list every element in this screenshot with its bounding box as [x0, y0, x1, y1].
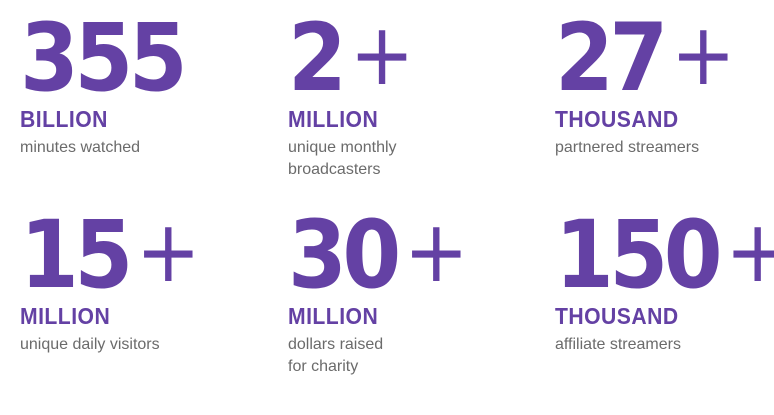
stat-number: 15+ [20, 201, 201, 310]
stat-description: affiliate streamers [555, 336, 681, 353]
stat-description: dollars raised for charity [288, 336, 384, 375]
stat-description: partnered streamers [555, 139, 700, 156]
stat-daily-visitors: 15+ MILLION unique daily visitors [20, 209, 260, 356]
stat-description: unique monthly broadcasters [288, 139, 397, 178]
stat-number: 30+ [288, 201, 469, 310]
stat-unit: THOUSAND [555, 106, 679, 132]
stat-number: 27+ [555, 4, 736, 113]
stat-description: unique daily visitors [20, 336, 160, 353]
plus-sign: + [403, 202, 469, 302]
plus-sign: + [135, 202, 201, 302]
plus-sign: + [670, 5, 736, 105]
stat-charity-dollars: 30+ MILLION dollars raised for charity [288, 209, 528, 378]
plus-sign: + [349, 5, 415, 105]
stat-number: 355 [20, 4, 188, 113]
stat-description: minutes watched [20, 139, 141, 156]
stat-number: 2+ [288, 4, 415, 113]
stat-unit: THOUSAND [555, 303, 679, 329]
stat-unit: MILLION [20, 303, 111, 329]
stat-partnered-streamers: 27+ THOUSAND partnered streamers [555, 12, 774, 159]
stat-unit: MILLION [288, 106, 379, 132]
stat-unit: MILLION [288, 303, 379, 329]
stat-affiliate-streamers: 150+ THOUSAND affiliate streamers [555, 209, 774, 356]
stat-number: 150+ [555, 209, 774, 303]
stat-minutes-watched: 355 BILLION minutes watched [20, 12, 260, 159]
plus-sign: + [725, 202, 774, 302]
stat-unit: BILLION [20, 106, 108, 132]
stat-monthly-broadcasters: 2+ MILLION unique monthly broadcasters [288, 12, 528, 181]
